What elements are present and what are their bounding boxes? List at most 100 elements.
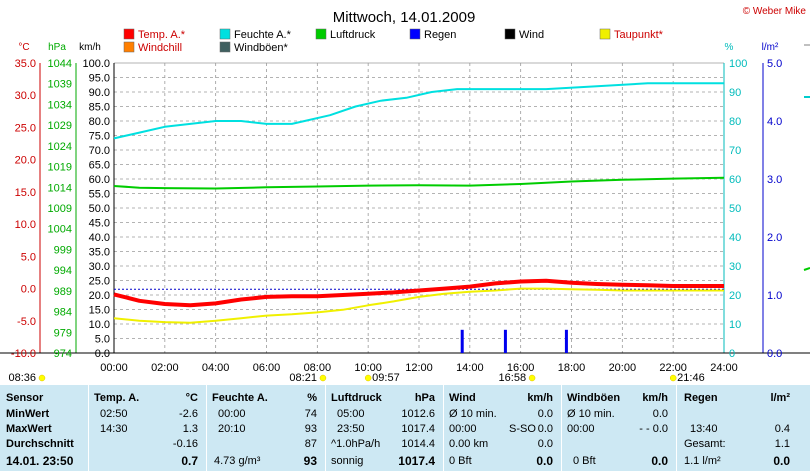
minwert-label: MinWert (6, 408, 50, 420)
rain-tick-label: 4.0 (767, 116, 782, 128)
pressure-axis-title: hPa (48, 42, 66, 53)
wind-tick-label: 5.0 (95, 334, 110, 346)
pressure-trend-label: ^1.0hPa/h (331, 438, 381, 450)
gust-avg10-label: Ø 10 min. (567, 408, 615, 420)
sun-event-label: 08:36 (8, 372, 36, 384)
wind-tick-label: 10.0 (89, 319, 110, 331)
rain-axis-title: l/m² (762, 42, 779, 53)
wind-axis-title: km/h (79, 42, 101, 53)
humidity-tick-label: 40 (729, 232, 741, 244)
pressure-tick-label: 1009 (48, 203, 72, 215)
sun-marker (364, 374, 372, 382)
x-tick-label: 10:00 (354, 362, 382, 374)
temp-tick-label: 35.0 (15, 58, 36, 70)
temp-unit: °C (185, 392, 198, 404)
humidity-axis-title: % (725, 42, 734, 53)
temp-tick-label: -10.0 (11, 348, 36, 360)
humidity-unit: % (307, 392, 317, 404)
gust-max-value: - - 0.0 (639, 423, 668, 435)
humidity-tick-label: 20 (729, 290, 741, 302)
x-tick-label: 02:00 (151, 362, 179, 374)
rain-max-time: 13:40 (690, 423, 718, 435)
legend-label: Temp. A.* (138, 29, 186, 41)
pressure-tick-label: 989 (54, 286, 72, 298)
gust-title: Windböen (567, 392, 621, 404)
stats-humidity: Feuchte A.% 00:00 74 20:10 93 87 4.73 g/m³… (206, 385, 325, 471)
rain-tick-label: 5.0 (767, 58, 782, 70)
humidity-max-time: 20:10 (218, 423, 246, 435)
pressure-trend-value: 1014.4 (401, 438, 435, 450)
wind-tick-label: 85.0 (89, 102, 110, 114)
humidity-tick-label: 100 (729, 58, 747, 70)
gust-avg10-value: 0.0 (652, 408, 668, 420)
wind-avg10-value: 0.0 (537, 408, 553, 420)
wind-tick-label: 55.0 (89, 189, 110, 201)
wind-max-value: 0.0 (537, 423, 553, 435)
rain-bar (564, 329, 568, 353)
rain-per-area: 1.1 l/m² (684, 455, 721, 467)
x-tick-label: 16:00 (507, 362, 535, 374)
wind-tick-label: 30.0 (89, 261, 110, 273)
sun-events: 08:36 08:21 09:57 16:58 21:46 (8, 372, 704, 384)
pressure-tick-label: 1019 (48, 162, 72, 174)
wind-tick-label: 45.0 (89, 218, 110, 230)
rain-current: 0.0 (773, 454, 790, 468)
statistics-panel: Sensor MinWert MaxWert Durchschnitt 14.0… (0, 385, 810, 471)
pressure-tick-label: 984 (54, 307, 72, 319)
legend-swatch (409, 28, 421, 40)
rain-tick-label: 0.0 (767, 348, 782, 360)
x-tick-label: 20:00 (609, 362, 637, 374)
stats-temp: Temp. A. °C 02:50 -2.6 14:30 1.3 -0.16 0.7 (88, 385, 206, 471)
x-tick-label: 00:00 (100, 362, 128, 374)
pressure-tick-label: 1029 (48, 120, 72, 132)
x-tick-label: 08:00 (304, 362, 332, 374)
rain-tick-label: 3.0 (767, 174, 782, 186)
weather-forecast: sonnig (331, 455, 364, 467)
pressure-min-time: 05:00 (337, 408, 365, 420)
humidity-tick-label: 70 (729, 145, 741, 157)
sun-event-label: 21:46 (677, 372, 705, 384)
pressure-tick-label: 1044 (48, 58, 72, 70)
pressure-title: Luftdruck (331, 392, 382, 404)
legend-swatch (123, 28, 135, 40)
rain-max-value: 0.4 (774, 423, 790, 435)
stats-rain: Regen l/m² 13:40 0.4 Gesamt: 1.1 1.1 l/m² 0.… (676, 385, 810, 471)
temp-title: Temp. A. (94, 392, 140, 404)
pressure-tick-label: 1034 (48, 99, 72, 111)
humidity-tick-label: 30 (729, 261, 741, 273)
wind-tick-label: 80.0 (89, 116, 110, 128)
stats-wind: Wind km/h Ø 10 min. 0.0 00:00 S-SO 0.0 0.00 … (443, 385, 561, 471)
legend: Temp. A.* Feuchte A.* Luftdruck Regen Wind Ta… (123, 28, 664, 54)
pressure-tick-label: 979 (54, 327, 72, 339)
sun-marker (38, 374, 46, 382)
wind-avg10-label: Ø 10 min. (449, 408, 497, 420)
wind-tick-label: 65.0 (89, 160, 110, 172)
wind-tick-label: 40.0 (89, 232, 110, 244)
series-pressure-line (113, 176, 725, 190)
sun-marker (669, 374, 677, 382)
temp-tick-label: 15.0 (15, 187, 36, 199)
gust-current: 0.0 (651, 454, 668, 468)
wind-distance-value: 0.0 (537, 438, 553, 450)
sun-event-label: 09:57 (372, 372, 400, 384)
temp-axis-title: °C (18, 42, 29, 53)
legend-label: Wind (519, 29, 544, 41)
rain-unit: l/m² (770, 392, 790, 404)
legend-swatch (599, 28, 611, 40)
x-tick-label: 18:00 (558, 362, 586, 374)
temp-tick-label: 0.0 (21, 284, 36, 296)
rain-bar (460, 329, 464, 353)
wind-tick-label: 100.0 (82, 58, 110, 70)
legend-swatch (219, 28, 231, 40)
wind-tick-label: 0.0 (95, 348, 110, 360)
sun-marker (319, 374, 327, 382)
pressure-current: 1017.4 (398, 454, 435, 468)
sun-marker (528, 374, 536, 382)
temp-min-value: -2.6 (179, 408, 198, 420)
legend-swatch (219, 41, 231, 53)
rain-bar (503, 329, 507, 353)
humidity-min-value: 74 (304, 408, 317, 420)
chart-title: Mittwoch, 14.01.2009 (333, 9, 476, 26)
wind-unit: km/h (527, 392, 553, 404)
temp-tick-label: 20.0 (15, 155, 36, 167)
